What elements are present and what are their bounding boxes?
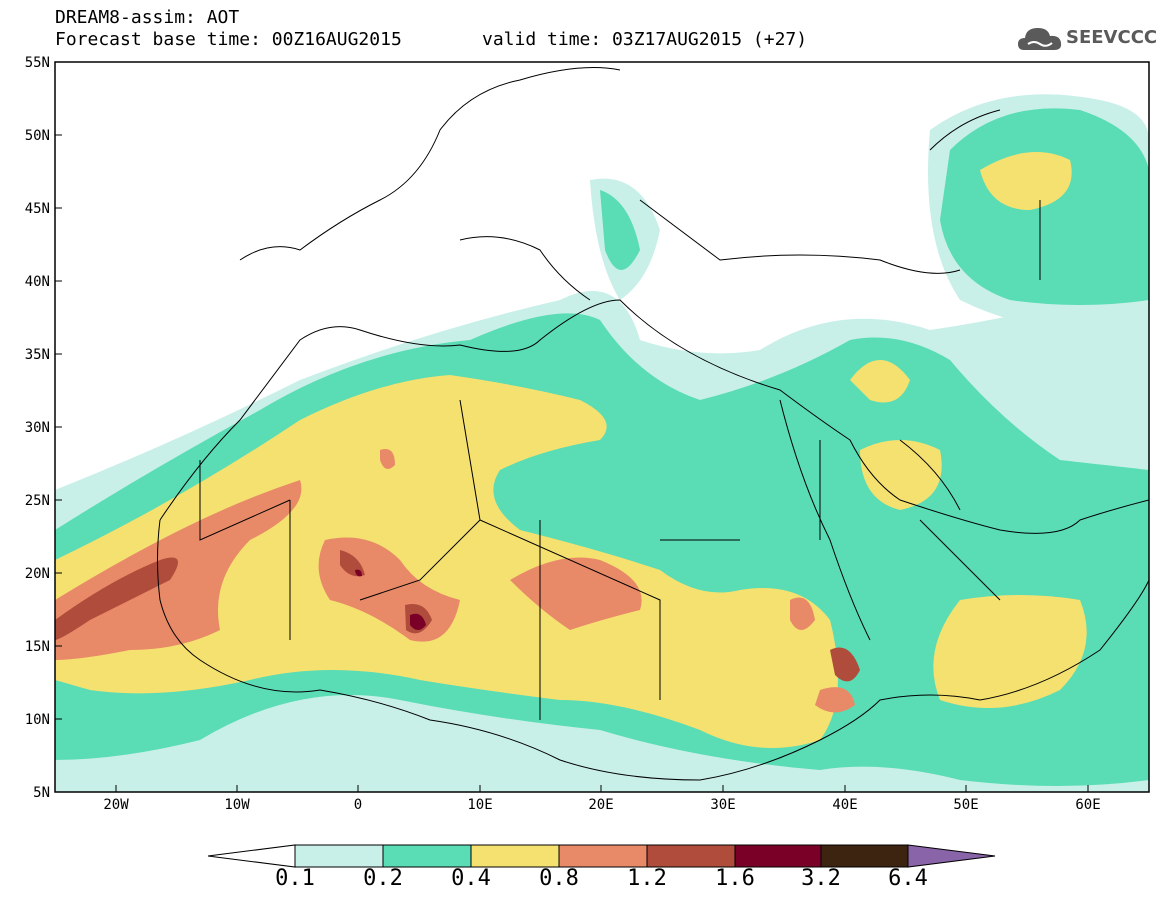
colorbar-label: 0.8 [539, 866, 579, 891]
lat-label: 50N [24, 128, 50, 144]
colorbar-swatch-6 [734, 844, 822, 868]
aot-class-1-6 [355, 569, 426, 630]
coastlines [157, 67, 1149, 781]
colorbar-label: 1.2 [627, 866, 667, 891]
valid-time: valid time: 03Z17AUG2015 (+27) [482, 29, 808, 50]
colorbar-label: 0.4 [451, 866, 491, 891]
colorbar-swatch-5 [646, 844, 736, 868]
colorbar-swatch-3 [470, 844, 560, 868]
lat-label: 10N [24, 712, 50, 728]
lon-label: 10W [224, 797, 250, 813]
colorbar-label: 0.1 [275, 866, 315, 891]
colorbar-swatch-2 [382, 844, 472, 868]
lat-label: 25N [24, 493, 50, 509]
colorbar-swatch-1 [294, 844, 384, 868]
lat-label: 45N [24, 201, 50, 217]
lat-label: 30N [24, 420, 50, 436]
lon-label: 40E [832, 797, 858, 813]
lon-label: 20W [103, 797, 129, 813]
lat-label: 5N [33, 785, 50, 801]
aot-fields [55, 94, 1149, 792]
forecast-base-time: Forecast base time: 00Z16AUG2015 [55, 29, 402, 50]
colorbar-label: 3.2 [801, 866, 841, 891]
axis-ticks [55, 61, 1089, 792]
aot-class-0-4 [55, 152, 1087, 748]
lon-label: 50E [953, 797, 979, 813]
colorbar-label: 1.6 [715, 866, 755, 891]
colorbar-low-arrow [207, 844, 296, 868]
lat-label: 20N [24, 566, 50, 582]
colorbar-label: 0.2 [363, 866, 403, 891]
lat-label: 55N [24, 55, 50, 71]
lon-label: 10E [467, 797, 493, 813]
colorbar-swatch-4 [558, 844, 648, 868]
cloud-logo-icon [1018, 28, 1062, 50]
colorbar-label: 6.4 [888, 866, 928, 891]
lon-label: 20E [588, 797, 614, 813]
lon-label: 60E [1075, 797, 1101, 813]
colorbar [207, 844, 996, 868]
lon-label: 30E [710, 797, 736, 813]
colorbar-swatch-7 [820, 844, 909, 868]
lat-label: 40N [24, 274, 50, 290]
map-title: DREAM8-assim: AOT [55, 7, 240, 28]
logo-text: SEEVCCC [1066, 27, 1158, 48]
lat-label: 35N [24, 347, 50, 363]
lat-label: 15N [24, 639, 50, 655]
colorbar-high-arrow [907, 844, 996, 868]
lon-label: 0 [353, 797, 363, 813]
